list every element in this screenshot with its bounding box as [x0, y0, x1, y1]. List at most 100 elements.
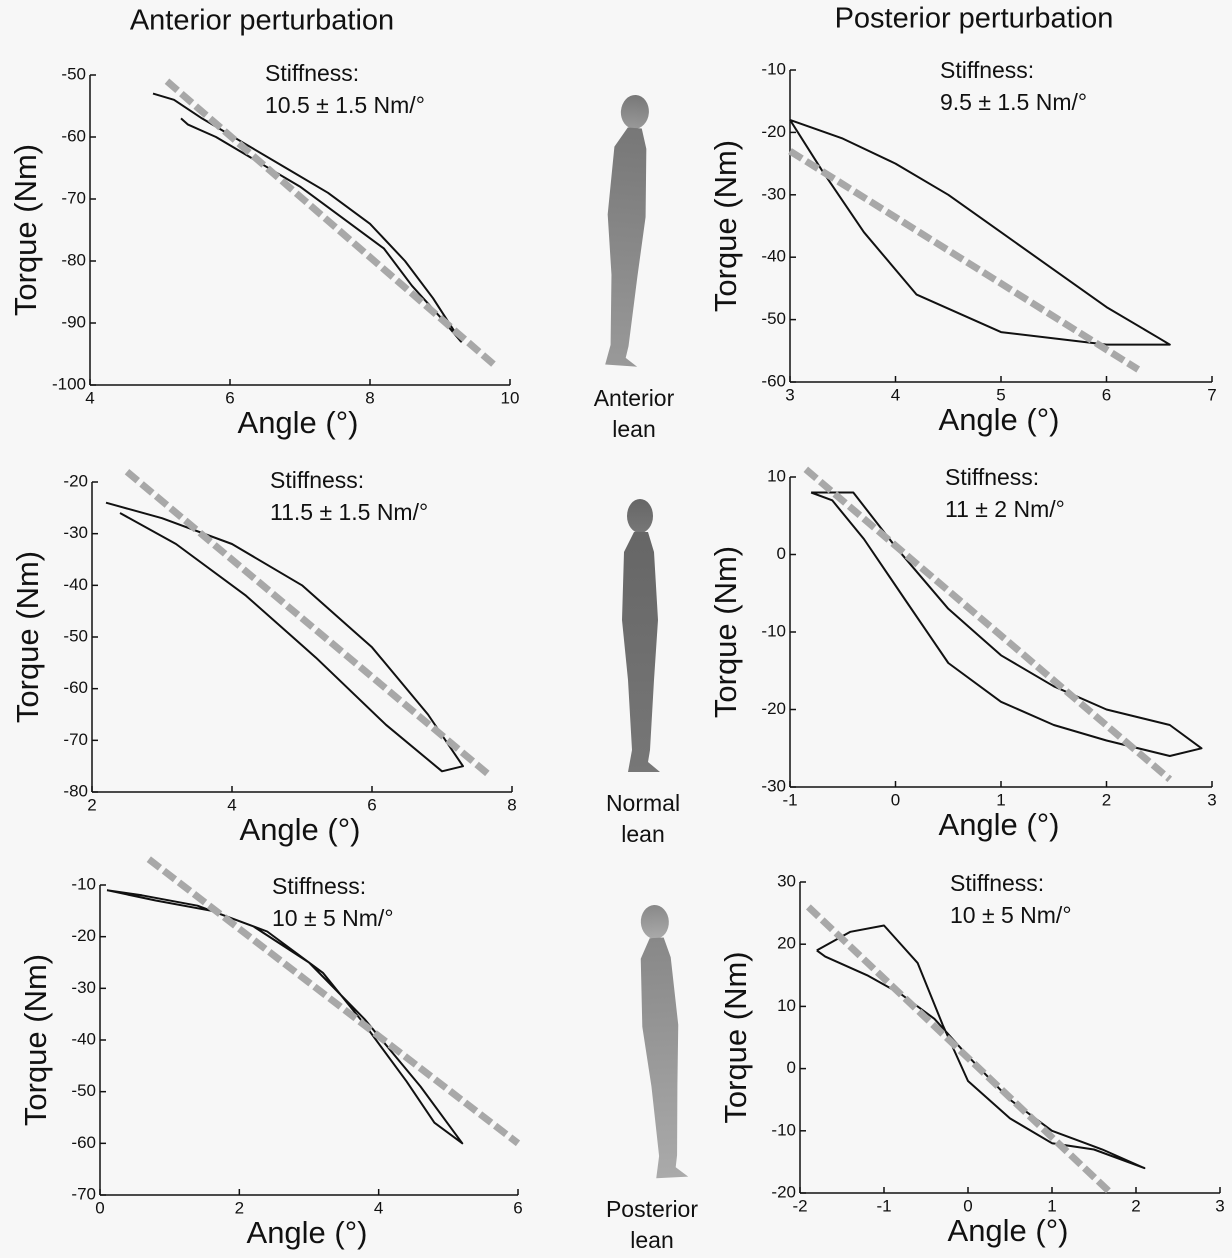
- annotation: Stiffness:: [265, 60, 359, 86]
- x-axis-label: Angle (°): [948, 1213, 1069, 1248]
- y-tick-label: -60: [761, 371, 786, 390]
- y-tick-label: -90: [61, 312, 86, 331]
- y-tick-label: -60: [71, 1133, 96, 1152]
- body-silhouette: [605, 94, 649, 367]
- annotation: 10 ± 5 Nm/°: [950, 902, 1072, 928]
- data-line: [789, 118, 1171, 346]
- x-tick-label: 8: [507, 795, 516, 814]
- data-line: [105, 501, 464, 773]
- y-tick-label: -10: [761, 59, 786, 78]
- annotation: 10 ± 5 Nm/°: [272, 905, 394, 931]
- fit-line: [788, 148, 1141, 373]
- x-tick-label: 4: [374, 1198, 383, 1217]
- fit-line: [164, 78, 499, 370]
- body-silhouette: [622, 499, 660, 772]
- fit-line: [124, 469, 494, 780]
- fit-line: [805, 904, 1114, 1196]
- data-line: [810, 491, 1203, 757]
- x-axis-label: Angle (°): [247, 1215, 368, 1250]
- figure-label: Posterior: [606, 1196, 698, 1222]
- y-tick-label: -80: [63, 781, 88, 800]
- x-tick-label: 10: [501, 388, 520, 407]
- y-axis-label: Torque (Nm): [10, 551, 45, 723]
- x-tick-label: 7: [1207, 385, 1216, 404]
- y-tick-label: -40: [761, 247, 786, 266]
- y-tick-label: -60: [63, 678, 88, 697]
- annotation: 9.5 ± 1.5 Nm/°: [940, 89, 1087, 115]
- x-tick-label: 3: [785, 385, 794, 404]
- x-tick-label: -1: [782, 790, 797, 809]
- figure-label: lean: [630, 1227, 673, 1253]
- y-tick-label: -70: [63, 730, 88, 749]
- annotation: 10.5 ± 1.5 Nm/°: [265, 92, 425, 118]
- x-tick-label: 6: [225, 388, 234, 407]
- data-line: [152, 92, 462, 343]
- x-tick-label: 6: [1102, 385, 1111, 404]
- x-tick-label: 2: [1131, 1196, 1140, 1215]
- y-tick-label: -10: [71, 874, 96, 893]
- x-tick-label: 1: [996, 790, 1005, 809]
- annotation: Stiffness:: [945, 464, 1039, 490]
- x-tick-label: 3: [1215, 1196, 1224, 1215]
- y-tick-label: 10: [767, 466, 786, 485]
- y-tick-label: -50: [761, 309, 786, 328]
- y-tick-label: -60: [61, 126, 86, 145]
- figure-label: Anterior: [594, 385, 675, 411]
- y-tick-label: -50: [63, 626, 88, 645]
- y-tick-label: 10: [777, 996, 796, 1015]
- y-tick-label: 0: [787, 1058, 796, 1077]
- x-tick-label: 2: [87, 795, 96, 814]
- figure-label: lean: [612, 416, 655, 442]
- x-tick-label: 4: [891, 385, 900, 404]
- annotation: Stiffness:: [950, 870, 1044, 896]
- y-tick-label: -70: [61, 188, 86, 207]
- fit-line: [146, 856, 521, 1147]
- y-tick-label: -70: [71, 1184, 96, 1203]
- annotation: 11.5 ± 1.5 Nm/°: [270, 499, 428, 525]
- y-tick-label: -20: [71, 926, 96, 945]
- fit-line: [803, 466, 1173, 782]
- x-tick-label: 4: [85, 388, 94, 407]
- body-silhouette: [640, 904, 689, 1179]
- y-tick-label: -80: [61, 250, 86, 269]
- x-tick-label: 8: [365, 388, 374, 407]
- x-tick-label: 4: [227, 795, 236, 814]
- y-axis-label: Torque (Nm): [18, 954, 53, 1126]
- y-tick-label: -20: [771, 1182, 796, 1201]
- y-axis-label: Torque (Nm): [718, 951, 753, 1123]
- column-title: Posterior perturbation: [835, 3, 1114, 35]
- x-tick-label: -1: [876, 1196, 891, 1215]
- x-tick-label: 3: [1207, 790, 1216, 809]
- y-tick-label: -20: [63, 471, 88, 490]
- figure-label: lean: [621, 821, 664, 847]
- y-tick-label: -50: [71, 1081, 96, 1100]
- x-axis-label: Angle (°): [240, 812, 361, 847]
- y-tick-label: -40: [71, 1029, 96, 1048]
- x-tick-label: 0: [95, 1198, 104, 1217]
- y-tick-label: -10: [771, 1120, 796, 1139]
- y-tick-label: -30: [761, 184, 786, 203]
- annotation: 11 ± 2 Nm/°: [945, 496, 1065, 522]
- y-axis-label: Torque (Nm): [708, 140, 743, 312]
- figure-label: Normal: [606, 790, 680, 816]
- x-tick-label: -2: [792, 1196, 807, 1215]
- x-axis-label: Angle (°): [939, 807, 1060, 842]
- annotation: Stiffness:: [272, 873, 366, 899]
- x-tick-label: 6: [513, 1198, 522, 1217]
- x-tick-label: 5: [996, 385, 1005, 404]
- annotation: Stiffness:: [270, 467, 364, 493]
- y-tick-label: -30: [71, 978, 96, 997]
- x-tick-label: 1: [1047, 1196, 1056, 1215]
- column-title: Anterior perturbation: [130, 5, 394, 37]
- annotation: Stiffness:: [940, 57, 1034, 83]
- y-tick-label: -20: [761, 122, 786, 141]
- y-tick-label: -30: [761, 776, 786, 795]
- x-axis-label: Angle (°): [939, 402, 1060, 437]
- y-tick-label: 30: [777, 871, 796, 890]
- y-axis-label: Torque (Nm): [708, 546, 743, 718]
- y-tick-label: -30: [63, 523, 88, 542]
- y-tick-label: 20: [777, 934, 796, 953]
- y-tick-label: -40: [63, 575, 88, 594]
